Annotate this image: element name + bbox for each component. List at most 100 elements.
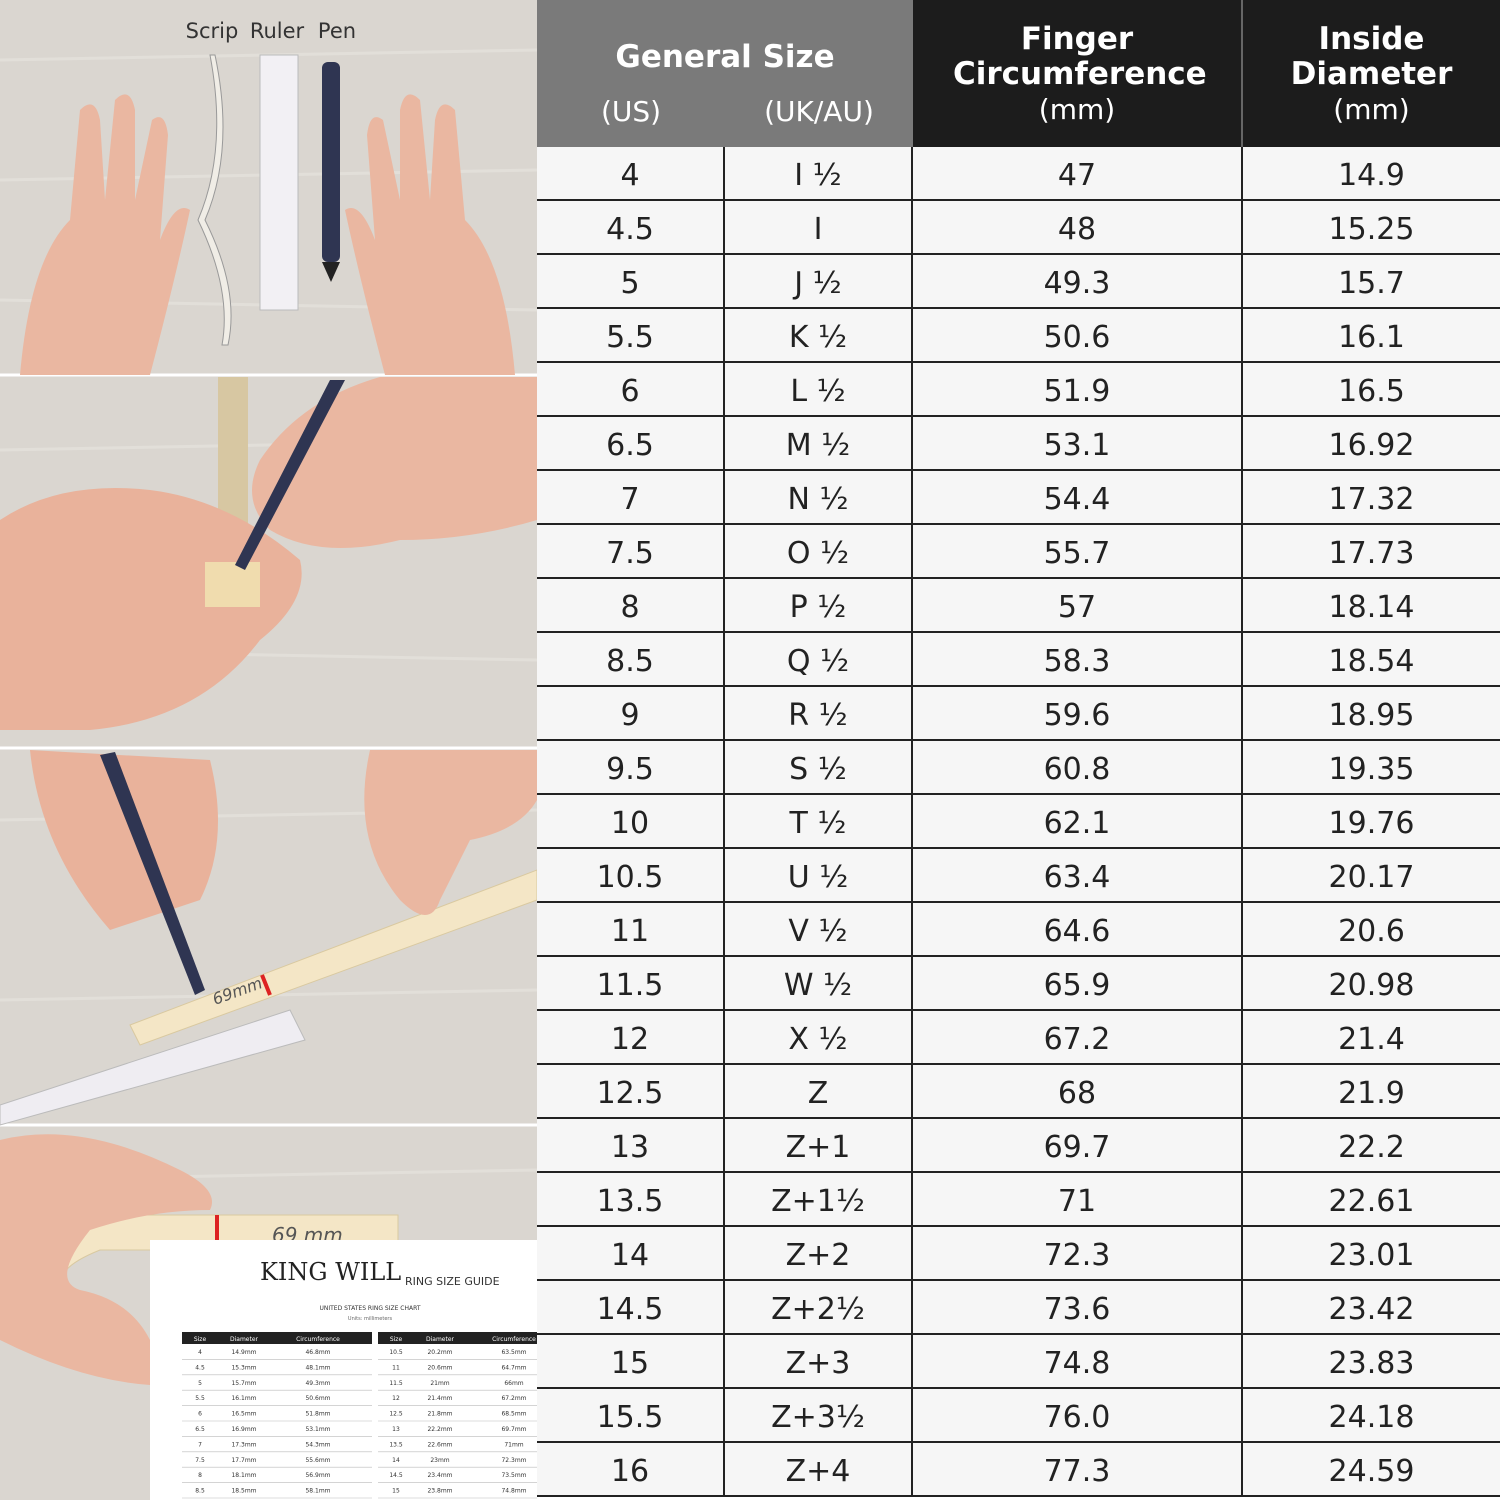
mini-cell: 53.1mm [305,1426,330,1433]
mini-cell: 18.1mm [231,1472,256,1479]
table-cell: 55.7 [913,525,1243,577]
paper-strip [129,869,537,1046]
paper-strip [197,54,232,346]
table-cell: 18.54 [1328,644,1415,679]
table-row: 13.5 Z+1½ 71 22.61 [537,1173,1500,1227]
mini-cell: 74.8mm [501,1488,526,1495]
table-row: 8.5 Q ½ 58.3 18.54 [537,633,1500,687]
table-row: 16 Z+4 77.3 24.59 [537,1443,1500,1497]
table-cell: 8.5 [537,633,725,685]
mini-cell: 23.8mm [427,1488,452,1495]
table-cell: 9 [537,687,725,739]
pen [235,380,345,570]
header-text: (UK/AU) [764,95,874,128]
table-cell: 16.1 [1338,320,1405,355]
table-cell: 12 [537,1011,725,1063]
table-row: 15 Z+3 74.8 23.83 [537,1335,1500,1389]
table-cell: K ½ [725,309,913,361]
illustration: Scrip Ruler Pen 69mm 69 mm KING WILL RIN… [0,0,537,1500]
table-cell: 65.9 [913,957,1243,1009]
table-cell: O ½ [725,525,913,577]
mini-cell: 22.6mm [427,1441,452,1448]
paper-wrap [205,562,260,607]
table-cell: Z+2 [725,1227,913,1279]
mini-cell: 16.9mm [231,1426,256,1433]
pen [100,752,205,995]
mini-cell: 15.3mm [231,1364,256,1371]
size-table: General Size (US) (UK/AU) Finger Circumf… [537,0,1500,1500]
table-cell: 10.5 [537,849,725,901]
header-text: (mm) [1038,93,1116,126]
table-cell: 12.5 [537,1065,725,1117]
mini-cell: 4.5 [195,1364,205,1371]
mini-header-text: Circumference [492,1336,536,1343]
mini-cell: 12 [392,1395,400,1402]
mini-cell: 46.8mm [305,1349,330,1356]
table-cell: 24.59 [1328,1454,1415,1489]
mini-cell: 7 [198,1441,202,1448]
table-row: 10.5 U ½ 63.4 20.17 [537,849,1500,903]
mini-cell: 55.6mm [305,1457,330,1464]
guide-units: Units: millimeters [348,1316,393,1322]
table-row: 7.5 O ½ 55.7 17.73 [537,525,1500,579]
table-cell: 22.2 [1338,1130,1405,1165]
table-cell: 4.5 [537,201,725,253]
mini-cell: 13.5 [389,1441,403,1448]
hand [30,750,218,930]
guide-title: RING SIZE GUIDE [405,1275,500,1288]
table-cell: 19.35 [1328,752,1415,787]
table-row: 12.5 Z 68 21.9 [537,1065,1500,1119]
table-cell: 20.6 [1338,914,1405,949]
table-cell: 67.2 [913,1011,1243,1063]
mini-cell: 51.8mm [305,1411,330,1418]
table-cell: Z+3½ [725,1389,913,1441]
mini-header-text: Circumference [296,1336,340,1343]
table-cell: 17.73 [1328,536,1415,571]
mini-cell: 6.5 [195,1426,205,1433]
table-cell: S ½ [725,741,913,793]
mini-cell: 20.6mm [427,1364,452,1371]
table-cell: 19.76 [1328,806,1415,841]
table-cell: N ½ [725,471,913,523]
table-cell: 16.5 [1338,374,1405,409]
mark-line [260,974,272,996]
mini-cell: 56.9mm [305,1472,330,1479]
table-cell: M ½ [725,417,913,469]
table-cell: 48 [913,201,1243,253]
table-cell: 71 [913,1173,1243,1225]
mini-cell: 50.6mm [305,1395,330,1402]
table-cell: 14 [537,1227,725,1279]
table-cell: 77.3 [913,1443,1243,1495]
mini-cell: 6 [198,1411,202,1418]
table-cell: 68 [913,1065,1243,1117]
table-cell: Z+1½ [725,1173,913,1225]
table-cell: 74.8 [913,1335,1243,1387]
header-diam: Inside Diameter (mm) [1243,0,1500,147]
mini-header [182,1332,372,1344]
mini-cell: 23mm [430,1457,449,1464]
table-cell: I [725,201,913,253]
table-cell: U ½ [725,849,913,901]
table-cell: 8 [537,579,725,631]
table-row: 14.5 Z+2½ 73.6 23.42 [537,1281,1500,1335]
ruler [0,1009,306,1126]
table-row: 5.5 K ½ 50.6 16.1 [537,309,1500,363]
mini-header-text: Diameter [426,1336,455,1343]
mini-cell: 15 [392,1488,400,1495]
table-cell: 73.6 [913,1281,1243,1333]
brand: KING WILL [260,1258,401,1286]
table-row: 4.5 I 48 15.25 [537,201,1500,255]
mini-header-text: Size [390,1336,403,1343]
mini-cell: 21.4mm [427,1395,452,1402]
header-text: General Size [615,39,835,75]
mini-cell: 21.8mm [427,1411,452,1418]
mini-cell: 21mm [430,1380,449,1387]
table-cell: 18.95 [1328,698,1415,733]
pen-tip [322,262,340,282]
mini-cell: 67.2mm [501,1395,526,1402]
table-cell: 16 [537,1443,725,1495]
table-cell: 62.1 [913,795,1243,847]
table-cell: 21.4 [1338,1022,1405,1057]
